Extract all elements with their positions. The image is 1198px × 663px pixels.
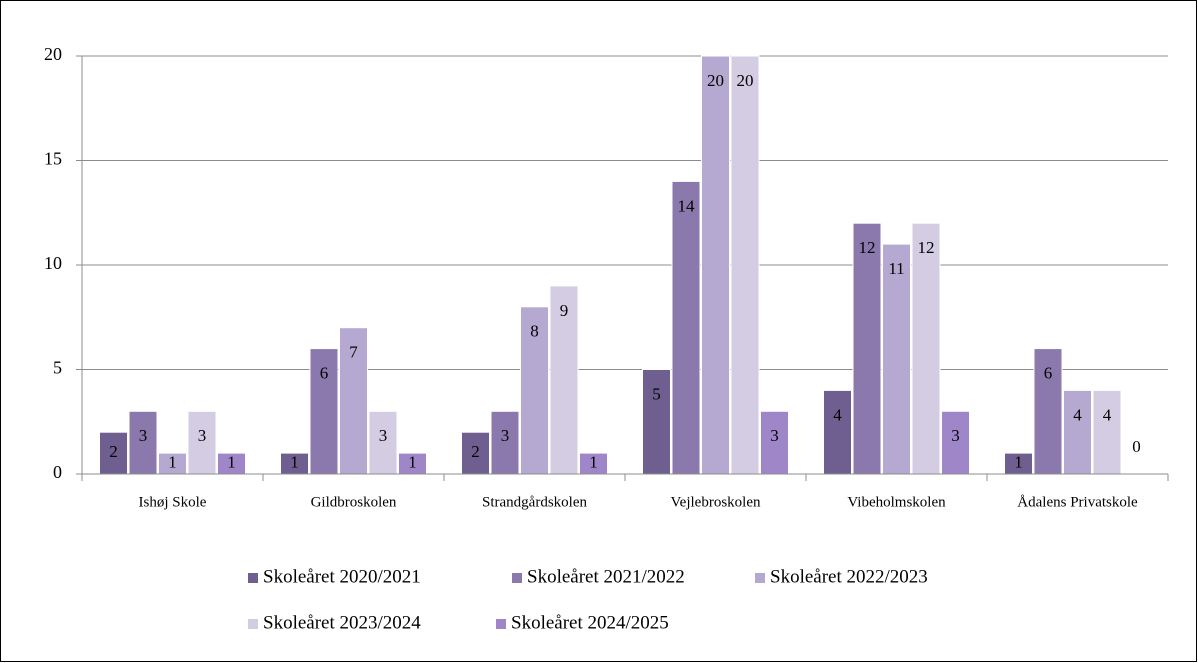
data-label: 0 — [1132, 437, 1141, 456]
legend-swatch — [755, 573, 765, 583]
data-label: 1 — [227, 452, 236, 471]
data-label: 2 — [109, 442, 118, 461]
x-tick-label: Vejlebroskolen — [671, 494, 761, 510]
data-label: 1 — [408, 452, 417, 471]
bar — [1033, 348, 1063, 475]
bar — [128, 410, 158, 475]
data-label: 6 — [1044, 364, 1053, 383]
bar — [187, 410, 217, 475]
data-label: 4 — [1073, 405, 1082, 424]
bar — [671, 180, 701, 475]
bar — [339, 327, 368, 475]
y-tick-label: 0 — [53, 462, 62, 482]
data-label: 5 — [652, 384, 661, 403]
bar — [730, 55, 760, 475]
y-tick-label: 10 — [44, 253, 62, 273]
bar — [1092, 389, 1122, 475]
bar — [642, 369, 671, 475]
x-tick-label: Vibeholmskolen — [847, 494, 946, 510]
bar — [549, 285, 579, 475]
bar — [760, 410, 789, 475]
bar — [852, 222, 882, 475]
legend-swatch — [248, 619, 258, 629]
data-label: 1 — [290, 452, 299, 471]
x-tick-label: Strandgårdskolen — [482, 494, 587, 510]
bar — [309, 348, 339, 475]
bar — [99, 431, 128, 475]
data-label: 20 — [737, 71, 754, 90]
data-label: 1 — [168, 452, 177, 471]
bar — [882, 243, 911, 475]
bar — [1063, 389, 1092, 475]
data-label: 3 — [951, 426, 960, 445]
data-label: 7 — [349, 343, 358, 362]
legend-label: Skoleåret 2023/2024 — [263, 612, 421, 633]
x-tick-label: Ishøj Skole — [139, 494, 207, 510]
data-label: 12 — [918, 238, 935, 257]
y-tick-label: 20 — [44, 44, 62, 64]
bar — [823, 389, 852, 475]
data-label: 11 — [888, 259, 904, 278]
data-label: 1 — [1014, 452, 1023, 471]
bar — [911, 222, 941, 475]
data-label: 3 — [139, 426, 148, 445]
bar — [368, 410, 398, 475]
data-label: 4 — [833, 405, 842, 424]
legend-label: Skoleåret 2024/2025 — [511, 612, 669, 633]
data-label: 12 — [859, 238, 876, 257]
data-label: 20 — [707, 71, 724, 90]
bar — [701, 55, 730, 475]
data-label: 8 — [530, 322, 539, 341]
legend-swatch — [496, 619, 506, 629]
data-label: 3 — [501, 426, 510, 445]
data-label: 3 — [770, 426, 779, 445]
x-tick-label: Gildbroskolen — [311, 494, 397, 510]
y-tick-label: 5 — [53, 358, 62, 378]
bar — [490, 410, 520, 475]
data-label: 14 — [678, 196, 696, 215]
data-label: 2 — [471, 442, 480, 461]
legend-label: Skoleåret 2022/2023 — [770, 566, 928, 587]
bar — [941, 410, 970, 475]
data-label: 6 — [320, 364, 329, 383]
legend-label: Skoleåret 2021/2022 — [527, 566, 685, 587]
x-tick-label: Ådalens Privatskole — [1017, 494, 1138, 510]
data-label: 1 — [589, 452, 598, 471]
legend-swatch — [248, 573, 258, 583]
data-label: 4 — [1103, 405, 1112, 424]
data-label: 3 — [379, 426, 388, 445]
data-label: 9 — [560, 301, 569, 320]
y-tick-label: 15 — [44, 149, 62, 169]
legend-label: Skoleåret 2020/2021 — [263, 566, 421, 587]
data-label: 3 — [198, 426, 207, 445]
legend-swatch — [512, 573, 522, 583]
